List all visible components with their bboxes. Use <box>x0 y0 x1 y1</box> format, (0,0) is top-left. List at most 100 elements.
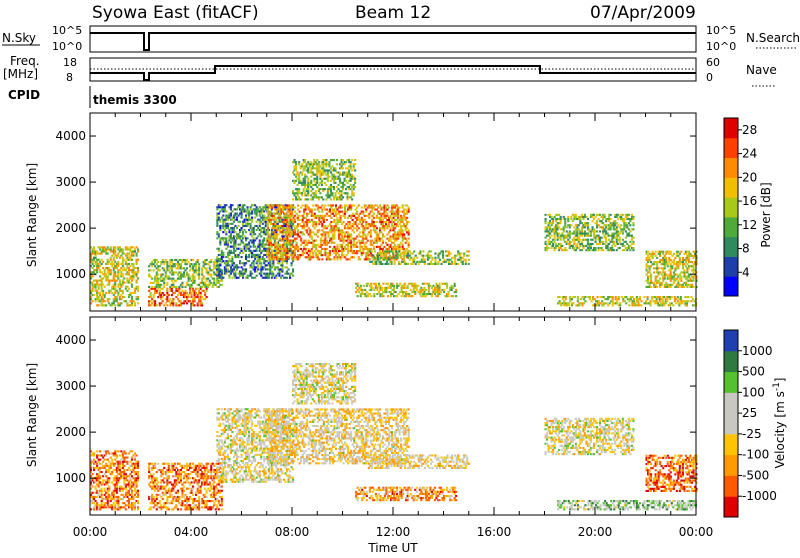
power-cell <box>234 225 236 227</box>
power-cell <box>388 248 390 250</box>
power-cell <box>267 250 269 252</box>
power-cell <box>295 167 297 169</box>
power-cell <box>370 229 372 231</box>
power-cell <box>419 293 421 295</box>
power-cell <box>274 221 276 223</box>
power-cell <box>157 261 159 263</box>
power-cell <box>197 302 199 304</box>
power-cell <box>439 289 441 291</box>
power-cell <box>277 233 279 235</box>
power-cell <box>218 250 220 252</box>
power-cell <box>373 213 375 215</box>
power-cell <box>171 288 173 290</box>
power-cell <box>117 273 119 275</box>
power-cell <box>409 255 411 257</box>
power-cell <box>257 235 259 237</box>
power-cell <box>281 266 283 268</box>
power-cell <box>446 285 448 287</box>
power-cell <box>253 229 255 231</box>
power-cell <box>266 260 268 262</box>
power-cell <box>583 298 585 300</box>
power-cell <box>136 263 138 265</box>
power-cell <box>279 252 281 254</box>
power-cell <box>256 215 258 217</box>
power-cell <box>154 288 156 290</box>
power-cell <box>122 261 124 263</box>
power-cell <box>107 246 109 248</box>
power-cell <box>329 211 331 213</box>
power-cell <box>356 252 358 254</box>
power-cell <box>589 298 591 300</box>
power-cell <box>268 238 270 240</box>
power-cell <box>344 215 346 217</box>
power-cell <box>231 256 233 258</box>
power-cell <box>663 304 665 306</box>
power-cell <box>601 220 603 222</box>
power-cell <box>661 274 663 276</box>
power-cell <box>686 304 688 306</box>
power-cell <box>396 204 398 206</box>
power-cell <box>631 235 633 237</box>
power-cell <box>579 218 581 220</box>
power-cell <box>122 284 124 286</box>
power-cell <box>388 207 390 209</box>
power-cell <box>101 282 103 284</box>
power-cell <box>402 219 404 221</box>
power-cell <box>601 300 603 302</box>
power-cell <box>545 218 547 220</box>
power-cell <box>111 261 113 263</box>
power-cell <box>303 169 305 171</box>
power-cell <box>301 192 303 194</box>
power-cell <box>263 210 265 212</box>
power-cell <box>117 292 119 294</box>
power-cell <box>297 258 299 260</box>
power-cell <box>321 196 323 198</box>
power-cell <box>239 260 241 262</box>
power-cell <box>442 253 444 255</box>
power-cell <box>348 159 350 161</box>
power-cell <box>333 233 335 235</box>
power-cell <box>398 250 400 252</box>
power-cell <box>168 269 170 271</box>
power-cell <box>439 293 441 295</box>
power-cell <box>366 285 368 287</box>
power-cell <box>203 265 205 267</box>
power-cell <box>361 217 363 219</box>
power-cell <box>259 239 261 241</box>
power-cell <box>402 246 404 248</box>
power-cell <box>549 233 551 235</box>
power-cell <box>218 282 220 284</box>
power-cell <box>257 227 259 229</box>
power-cell <box>347 167 349 169</box>
power-cell <box>333 188 335 190</box>
power-cell <box>385 217 387 219</box>
power-cell <box>239 244 241 246</box>
power-cell <box>128 267 130 269</box>
power-cell <box>277 204 279 206</box>
power-cell <box>551 235 553 237</box>
power-cell <box>242 206 244 208</box>
power-cell <box>203 290 205 292</box>
power-cell <box>376 209 378 211</box>
power-cell <box>247 221 249 223</box>
power-cell <box>626 249 628 251</box>
power-cell <box>341 211 343 213</box>
power-cell <box>129 294 131 296</box>
power-cell <box>359 248 361 250</box>
power-cell <box>282 229 284 231</box>
power-cell <box>386 227 388 229</box>
power-cell <box>274 244 276 246</box>
power-cell <box>238 256 240 258</box>
power-cell <box>280 217 282 219</box>
power-cell <box>248 254 250 256</box>
power-cell <box>340 256 342 258</box>
power-cell <box>350 248 352 250</box>
power-cell <box>546 249 548 251</box>
power-cell <box>348 169 350 171</box>
power-cell <box>334 169 336 171</box>
power-cell <box>437 255 439 257</box>
power-cell <box>430 255 432 257</box>
power-cell <box>311 213 313 215</box>
power-cell <box>632 228 634 230</box>
power-cell <box>373 227 375 229</box>
